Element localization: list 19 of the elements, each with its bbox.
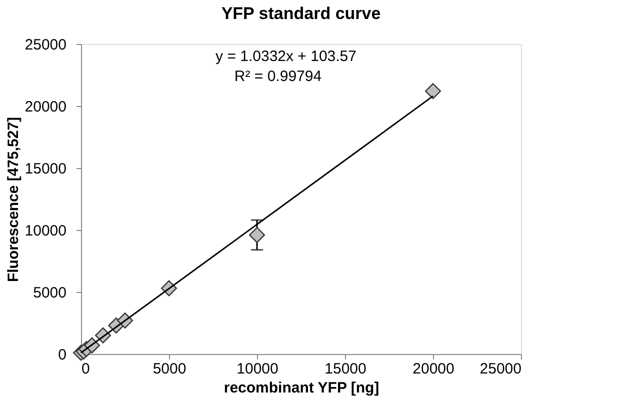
x-tick-label: 25000 <box>480 360 522 378</box>
y-tick-label: 10000 <box>24 222 66 240</box>
y-tick-label: 0 <box>58 346 66 364</box>
x-tick-label: 10000 <box>236 360 278 378</box>
point <box>424 83 442 100</box>
y-tick-label: 25000 <box>24 36 66 54</box>
y-tick-label: 5000 <box>33 284 66 302</box>
x-tick-label: 15000 <box>324 360 366 378</box>
x-tick-label: 0 <box>82 360 90 378</box>
y-axis-title: Fluorescence [475,527] <box>4 116 22 282</box>
x-axis-title: recombinant YFP [ng] <box>224 380 380 396</box>
annotation: R² = 0.99794 <box>234 68 322 85</box>
x-tick-label: 20000 <box>412 360 454 378</box>
x-tick-label: 5000 <box>152 360 186 378</box>
y-tick-label: 20000 <box>24 98 66 116</box>
y-tick-label: 15000 <box>24 160 66 178</box>
chart-title: YFP standard curve <box>221 4 381 23</box>
annotation: y = 1.0332x + 103.57 <box>216 48 356 65</box>
point <box>248 226 266 243</box>
